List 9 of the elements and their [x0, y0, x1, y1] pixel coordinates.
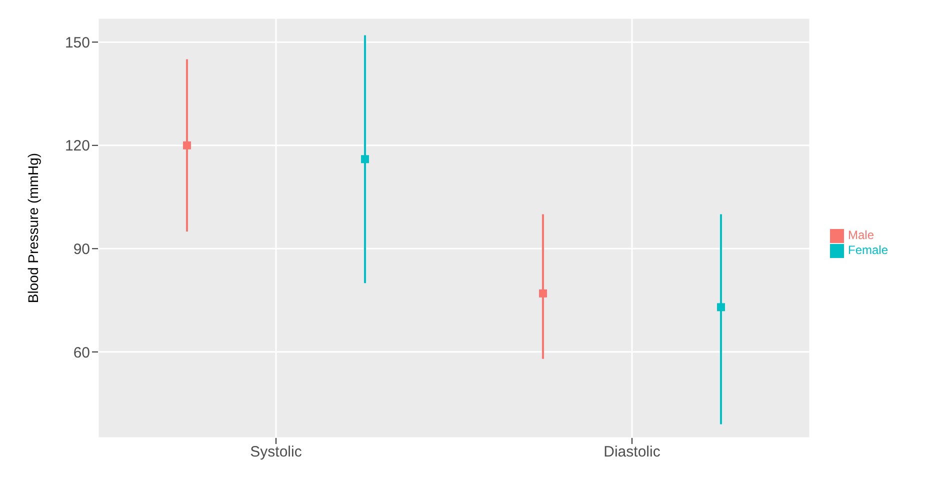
y-tick-label: 150 [64, 34, 90, 52]
y-tick-label: 90 [73, 240, 90, 258]
y-axis-title: Blood Pressure (mmHg) [24, 152, 41, 304]
legend-label: Female [848, 243, 888, 257]
x-tick-label: Systolic [250, 444, 302, 461]
y-tick-label: 120 [64, 138, 90, 155]
x-tick-label: Diastolic [604, 444, 661, 461]
legend-label: Male [848, 228, 874, 242]
y-tick-label: 60 [73, 344, 90, 362]
